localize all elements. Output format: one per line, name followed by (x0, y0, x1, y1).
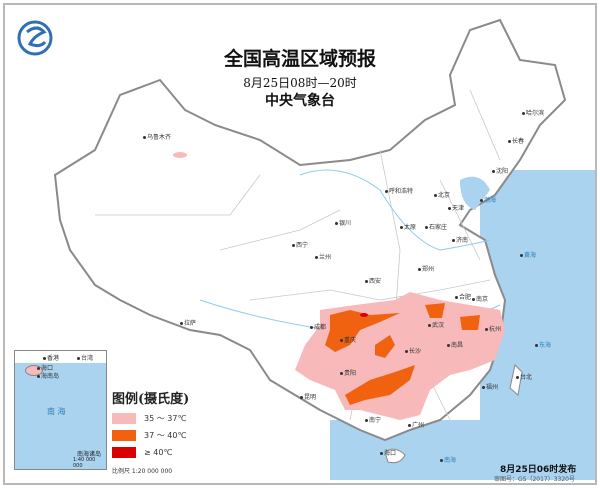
city-label: 西安 (365, 276, 381, 285)
legend-title: 图例(摄氏度) (112, 392, 190, 407)
south-china-sea-inset: 香港 台湾 海口 海南岛 南 海 南海诸岛 1:40 000 000 (14, 350, 107, 470)
legend-label: ≥ 40℃ (144, 448, 173, 457)
city-label: 合肥 (455, 292, 471, 301)
issue-time: 8月25日06时发布 (500, 465, 577, 475)
city-label: 广州 (408, 420, 424, 429)
inset-label: 海口 (37, 363, 53, 372)
sea-label: 东海 (535, 340, 551, 349)
inset-sea-label: 南 海 (47, 407, 66, 416)
legend-swatch (112, 413, 136, 424)
city-label: 呼和浩特 (385, 186, 413, 195)
city-label: 哈尔滨 (522, 108, 544, 117)
inset-label: 海南岛 (37, 371, 59, 380)
map-frame (3, 3, 597, 485)
sea-label: 黄海 (520, 250, 536, 259)
city-label: 石家庄 (425, 222, 447, 231)
heat-zone-37-40 (425, 303, 445, 318)
city-label: 西宁 (292, 240, 308, 249)
heat-zone-40plus (360, 313, 368, 317)
city-label: 济南 (452, 235, 468, 244)
time-range: 8月25日08时—20时 (243, 76, 357, 90)
heat-zone-37-40 (460, 315, 480, 330)
city-label: 太原 (400, 222, 416, 231)
inset-scale: 1:40 000 000 (73, 457, 96, 469)
map-scale: 比例尺 1:20 000 000 (112, 468, 173, 475)
city-label: 台北 (516, 372, 532, 381)
heat-zone-37-40 (375, 335, 395, 358)
city-label: 沈阳 (492, 166, 508, 175)
city-label: 南宁 (365, 415, 381, 424)
city-label: 乌鲁木齐 (143, 132, 171, 141)
city-label: 天津 (448, 203, 464, 212)
issuer: 中央气象台 (265, 93, 335, 109)
city-label: 重庆 (340, 335, 356, 344)
city-label: 成都 (310, 322, 326, 331)
legend-item: 37 ～ 40℃ (112, 430, 189, 441)
city-label: 拉萨 (180, 318, 196, 327)
city-label: 海口 (380, 448, 396, 457)
map-title: 全国高温区域预报 (223, 48, 376, 70)
cma-logo (17, 20, 53, 56)
sea-label: 渤海 (480, 195, 496, 204)
city-label: 兰州 (315, 252, 331, 261)
legend-label: 37 ～ 40℃ (144, 431, 187, 440)
legend-item: ≥ 40℃ (112, 447, 189, 458)
city-label: 银川 (335, 218, 351, 227)
heat-zone-xinjiang (173, 152, 187, 158)
city-label: 南京 (472, 294, 488, 303)
city-label: 南昌 (447, 340, 463, 349)
inset-label: 香港 (43, 353, 59, 362)
legend-swatch (112, 447, 136, 458)
legend-swatch (112, 430, 136, 441)
legend-label: 35 ～ 37℃ (144, 414, 187, 423)
inset-label: 台湾 (77, 353, 93, 362)
city-label: 长春 (508, 136, 524, 145)
city-label: 北京 (434, 190, 450, 199)
city-label: 杭州 (485, 324, 501, 333)
review-number: 审图号：GS（2017）3320号 (494, 476, 575, 483)
legend-item: 35 ～ 37℃ (112, 413, 189, 424)
city-label: 武汉 (428, 320, 444, 329)
sea-label: 南海 (440, 455, 456, 464)
city-label: 福州 (482, 382, 498, 391)
city-label: 长沙 (405, 346, 421, 355)
legend: 图例(摄氏度) 35 ～ 37℃ 37 ～ 40℃ ≥ 40℃ (112, 388, 189, 464)
city-label: 郑州 (418, 264, 434, 273)
bohai-sea (460, 176, 490, 210)
heat-zone-37-40 (345, 365, 415, 405)
inset-title: 南海诸岛 (77, 451, 102, 458)
city-label: 贵阳 (340, 368, 356, 377)
city-label: 昆明 (300, 392, 316, 401)
